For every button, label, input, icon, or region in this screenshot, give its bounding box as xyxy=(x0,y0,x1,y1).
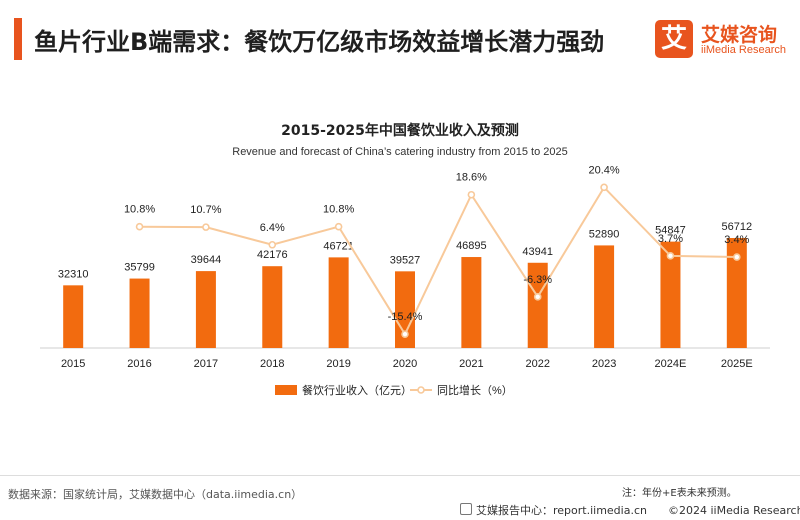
bar-2025E xyxy=(726,238,747,348)
growth-value-label: -6.3% xyxy=(523,274,552,286)
bar-value-label: 39644 xyxy=(191,254,222,266)
growth-point-2020 xyxy=(401,330,409,338)
copyright: ©2024 iiMedia Research Inc xyxy=(667,504,800,517)
report-center-icon xyxy=(460,503,472,515)
growth-point-2016 xyxy=(135,222,144,231)
growth-point-2022 xyxy=(533,293,542,301)
report-center-link[interactable]: 艾媒报告中心：report.iimedia.cn xyxy=(476,504,647,517)
bar-2016 xyxy=(129,278,150,348)
bar-2017 xyxy=(195,271,216,348)
bar-value-label: 54847 xyxy=(655,225,686,237)
x-tick-label: 2017 xyxy=(194,358,218,370)
legend-line-marker xyxy=(417,386,425,394)
growth-value-label: 10.7% xyxy=(190,204,221,216)
growth-point-2019 xyxy=(334,222,343,231)
growth-point-2018 xyxy=(268,240,277,249)
bar-2022 xyxy=(527,262,548,348)
footer-divider xyxy=(0,475,800,476)
bar-value-label: 39527 xyxy=(390,254,421,266)
growth-value-label: 10.8% xyxy=(323,204,354,216)
bar-2021 xyxy=(461,257,482,348)
growth-line xyxy=(139,185,737,337)
bar-2019 xyxy=(328,257,349,348)
page-title: 鱼片行业B端需求：餐饮万亿级市场效益增长潜力强劲 xyxy=(34,28,605,56)
bar-value-label: 52890 xyxy=(589,228,620,240)
bar-value-label: 42176 xyxy=(257,249,288,261)
bar-2018 xyxy=(262,266,283,348)
growth-value-label: 10.8% xyxy=(124,204,155,216)
x-tick-label: 2025E xyxy=(721,358,753,370)
growth-value-label: 3.7% xyxy=(658,233,683,245)
bar-2023 xyxy=(594,245,615,348)
footer-credits: 艾媒报告中心：report.iimedia.cn ©2024 iiMedia R… xyxy=(460,502,800,518)
brand-logo: 艾 艾媒咨询 iiMedia Research xyxy=(655,20,795,64)
chart-title: 2015-2025年中国餐饮业收入及预测 xyxy=(281,123,519,139)
growth-point-2024E xyxy=(666,252,675,260)
x-tick-label: 2018 xyxy=(260,358,284,370)
growth-point-2023 xyxy=(600,183,608,192)
bar-2015 xyxy=(63,285,84,348)
bar-value-label: 46895 xyxy=(456,240,487,252)
data-source: 数据来源：国家统计局，艾媒数据中心（data.iimedia.cn） xyxy=(8,488,303,501)
x-tick-label: 2024E xyxy=(655,358,687,370)
x-tick-label: 2015 xyxy=(61,358,85,370)
x-tick-label: 2021 xyxy=(459,358,483,370)
x-tick-label: 2022 xyxy=(525,358,549,370)
bar-value-label: 43941 xyxy=(522,246,553,258)
title-accent-bar xyxy=(14,18,22,60)
x-tick-label: 2023 xyxy=(592,358,616,370)
chart-subtitle: Revenue and forecast of China’s catering… xyxy=(232,146,568,158)
growth-value-label: 3.4% xyxy=(724,234,749,246)
bar-2024E xyxy=(660,241,681,348)
forecast-note: 注：年份+E表未来预测。 xyxy=(622,488,737,499)
growth-value-label: -15.4% xyxy=(388,311,423,323)
growth-value-label: 6.4% xyxy=(260,222,285,234)
x-tick-label: 2019 xyxy=(326,358,350,370)
bar-value-label: 32310 xyxy=(58,268,89,280)
logo-name-cn: 艾媒咨询 xyxy=(701,24,778,46)
x-tick-label: 2016 xyxy=(127,358,151,370)
legend-bar-swatch xyxy=(275,385,297,395)
logo-mark-icon: 艾 xyxy=(655,20,693,58)
legend-bar-label: 餐饮行业收入（亿元） xyxy=(302,383,412,397)
bar-value-label: 56712 xyxy=(722,221,753,233)
growth-point-2025E xyxy=(733,253,741,261)
legend-line-label: 同比增长（%） xyxy=(437,383,513,397)
growth-value-label: 20.4% xyxy=(588,164,619,176)
logo-name-en: iiMedia Research xyxy=(701,44,786,56)
bar-value-label: 46721 xyxy=(323,240,354,252)
growth-point-2021 xyxy=(467,190,476,199)
bar-2020 xyxy=(395,271,415,348)
growth-value-label: 18.6% xyxy=(456,172,487,184)
growth-point-2017 xyxy=(202,223,210,231)
x-tick-label: 2020 xyxy=(393,358,417,370)
bar-value-label: 35799 xyxy=(124,262,155,274)
